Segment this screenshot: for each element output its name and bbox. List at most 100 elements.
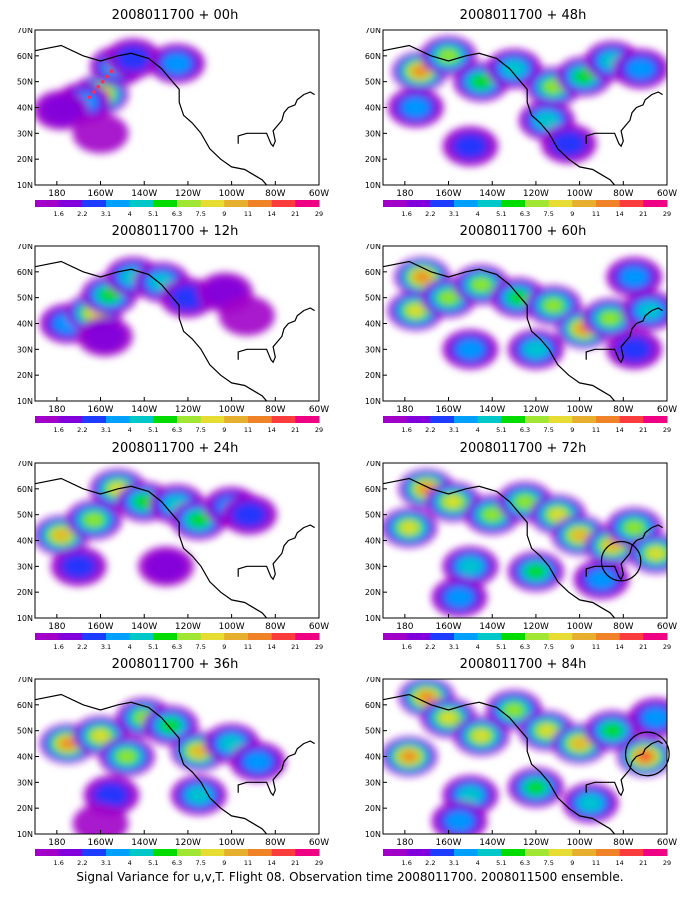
y-tick-label: 70N xyxy=(17,28,33,35)
x-tick-label: 180 xyxy=(396,405,413,415)
colorbar-swatch xyxy=(153,416,178,423)
colorbar-label: 9 xyxy=(570,859,574,867)
x-tick-label: 120W xyxy=(175,405,201,415)
colorbar-label: 7.5 xyxy=(544,210,554,218)
variance-field xyxy=(35,468,278,587)
coastline-east xyxy=(585,307,663,364)
coastline-east xyxy=(237,307,315,364)
colorbar-label: 7.5 xyxy=(196,859,206,867)
variance-blob xyxy=(415,272,430,282)
variance-blob xyxy=(458,557,483,575)
colorbar-swatch xyxy=(596,416,621,423)
x-tick-label: 160W xyxy=(87,838,113,848)
colorbar-label: 9 xyxy=(570,210,574,218)
colorbar-swatch xyxy=(383,849,408,856)
coastline-west xyxy=(383,693,616,834)
y-tick-label: 30N xyxy=(17,129,33,138)
colorbar-label: 7.5 xyxy=(544,426,554,434)
x-tick-label: 120W xyxy=(175,189,201,199)
colorbar-label: 21 xyxy=(291,859,299,867)
colorbar-swatch xyxy=(430,849,455,856)
colorbar-label: 1.6 xyxy=(402,859,412,867)
colorbar-label: 21 xyxy=(291,643,299,651)
variance-blob xyxy=(83,321,126,352)
variance-blob xyxy=(604,540,620,552)
colorbar-label: 29 xyxy=(663,210,671,218)
y-tick-label: 60N xyxy=(17,485,33,494)
variance-blob xyxy=(453,134,488,159)
y-tick-label: 40N xyxy=(365,537,381,546)
coastline-east xyxy=(237,91,315,148)
colorbar-label: 2.2 xyxy=(77,859,87,867)
variance-field-layer xyxy=(35,468,278,587)
coastline-east xyxy=(585,740,663,797)
x-tick-label: 160W xyxy=(435,838,461,848)
y-tick-label: 50N xyxy=(17,727,33,736)
x-tick-label: 180 xyxy=(396,189,413,199)
x-tick-label: 60W xyxy=(309,405,329,415)
y-tick-label: 60N xyxy=(17,268,33,277)
colorbar-label: 14 xyxy=(268,643,276,651)
colorbar-label: 11 xyxy=(592,859,600,867)
colorbar-label: 5.1 xyxy=(148,210,158,218)
colorbar-swatch xyxy=(248,849,273,856)
x-tick-label: 80W xyxy=(265,189,285,199)
colorbar-swatch xyxy=(106,849,131,856)
y-tick-label: 30N xyxy=(17,345,33,354)
colorbar-label: 5.1 xyxy=(496,426,506,434)
variance-blob xyxy=(601,723,623,739)
x-tick-label: 100W xyxy=(219,838,245,848)
variance-blob xyxy=(600,311,620,326)
colorbar-label: 6.3 xyxy=(172,210,182,218)
colorbar-swatch xyxy=(501,633,526,640)
colorbar-swatch xyxy=(477,416,502,423)
colorbar-swatch xyxy=(58,200,83,207)
x-tick-label: 180 xyxy=(396,838,413,848)
x-tick-label: 180 xyxy=(396,622,413,632)
colorbar-swatch xyxy=(177,849,202,856)
variance-field-layer xyxy=(39,697,286,834)
signal-variance-map: 10N 20N 30N 40N 50N 60N 70N 180 160W 140W 120W 100W… xyxy=(17,244,329,434)
colorbar-swatch xyxy=(572,633,597,640)
variance-blob xyxy=(163,53,191,74)
variance-blob xyxy=(544,298,563,313)
x-tick-label: 180 xyxy=(48,189,65,199)
x-tick-label: 80W xyxy=(613,838,633,848)
x-tick-label: 140W xyxy=(479,405,505,415)
colorbar-swatch xyxy=(35,200,60,207)
colorbar-label: 6.3 xyxy=(172,859,182,867)
variance-blob xyxy=(94,783,129,808)
colorbar-swatch xyxy=(82,200,107,207)
colorbar-label: 1.6 xyxy=(402,643,412,651)
colorbar-swatch xyxy=(58,849,83,856)
colorbar-swatch xyxy=(82,416,107,423)
colorbar-swatch xyxy=(295,849,320,856)
colorbar-label: 3.1 xyxy=(449,643,459,651)
y-tick-label: 30N xyxy=(365,129,381,138)
colorbar-swatch xyxy=(643,849,668,856)
colorbar-swatch xyxy=(153,633,178,640)
x-tick-label: 140W xyxy=(131,838,157,848)
x-tick-label: 60W xyxy=(657,838,677,848)
colorbar-swatch xyxy=(548,200,573,207)
variance-blob xyxy=(444,495,462,508)
colorbar-label: 11 xyxy=(244,859,252,867)
x-tick-label: 100W xyxy=(567,405,593,415)
x-tick-label: 140W xyxy=(131,189,157,199)
variance-blob xyxy=(525,564,547,579)
variance-blob xyxy=(60,738,75,749)
colorbar-label: 1.6 xyxy=(402,210,412,218)
coastline-west xyxy=(35,44,268,185)
y-tick-label: 40N xyxy=(17,104,33,113)
y-tick-label: 40N xyxy=(17,537,33,546)
variance-blob xyxy=(445,587,474,608)
y-tick-label: 10N xyxy=(365,181,381,190)
x-tick-label: 100W xyxy=(219,189,245,199)
colorbar-swatch xyxy=(430,416,455,423)
y-tick-label: 70N xyxy=(365,244,381,251)
variance-blob xyxy=(456,339,485,360)
colorbar-swatch xyxy=(295,200,320,207)
colorbar-label: 21 xyxy=(639,859,647,867)
colorbar-label: 2.2 xyxy=(425,859,435,867)
variance-blob xyxy=(637,301,662,320)
